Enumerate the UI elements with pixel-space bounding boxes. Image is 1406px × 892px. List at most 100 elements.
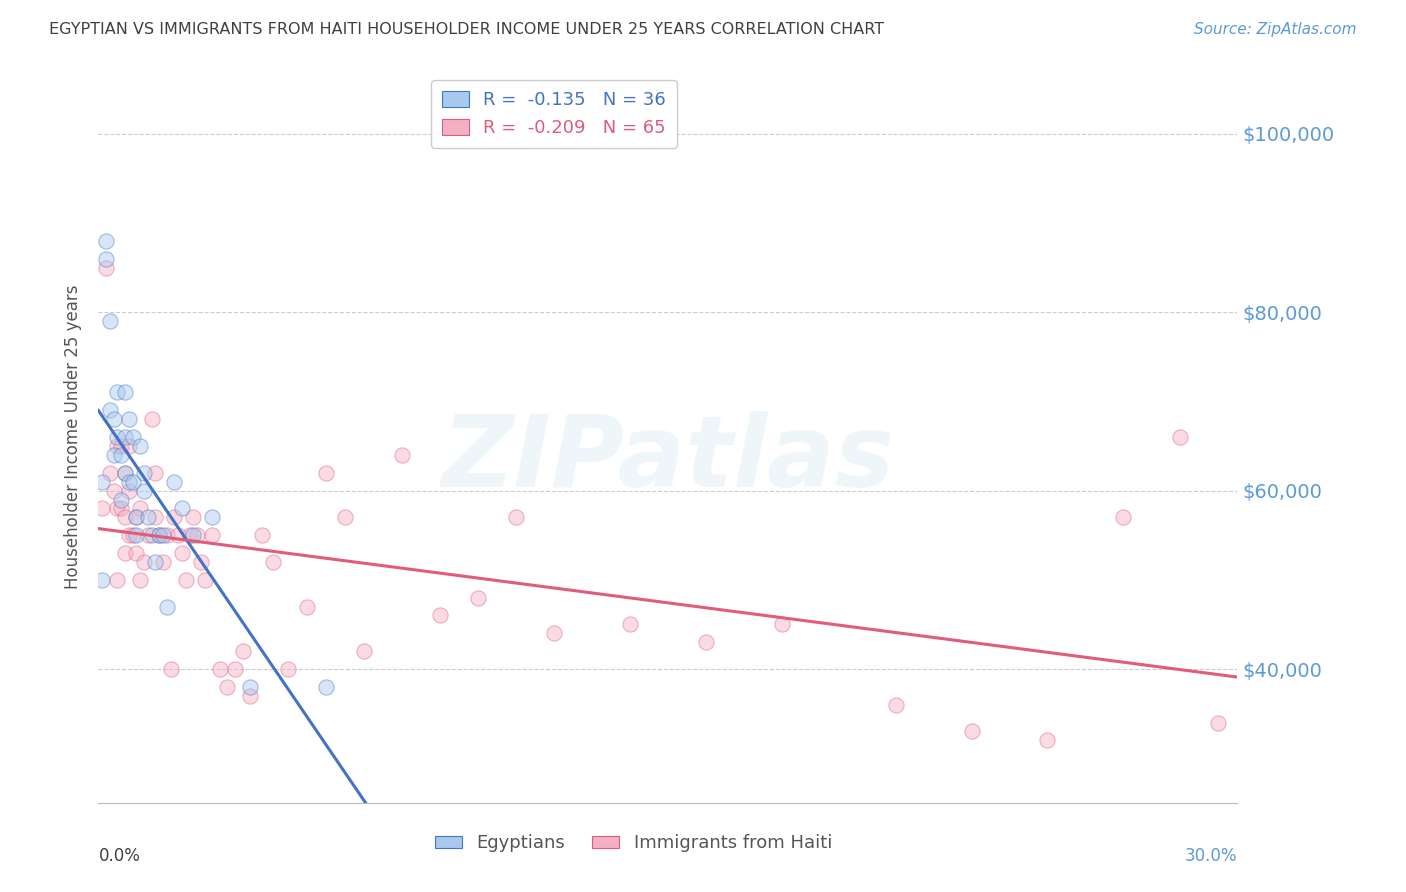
Point: [224, 662, 246, 676]
Point: [1208, 715, 1230, 730]
Point: [121, 528, 143, 542]
Point: [960, 724, 983, 739]
Point: [114, 510, 136, 524]
Point: [141, 528, 163, 542]
Point: [163, 510, 186, 524]
Point: [152, 555, 174, 569]
Point: [239, 689, 262, 703]
Point: [125, 510, 148, 524]
Point: [132, 466, 155, 480]
Point: [136, 510, 159, 524]
Point: [262, 555, 284, 569]
Point: [98, 314, 121, 328]
Point: [129, 439, 152, 453]
Point: [114, 466, 136, 480]
Point: [232, 644, 254, 658]
Point: [884, 698, 907, 712]
Point: [1112, 510, 1135, 524]
Point: [132, 483, 155, 498]
Point: [103, 412, 125, 426]
Legend: Egyptians, Immigrants from Haiti: Egyptians, Immigrants from Haiti: [427, 827, 839, 860]
Point: [121, 475, 143, 489]
Text: 0.0%: 0.0%: [98, 847, 141, 864]
Point: [159, 662, 181, 676]
Point: [91, 573, 114, 587]
Point: [297, 599, 319, 614]
Point: [110, 448, 132, 462]
Point: [190, 555, 212, 569]
Point: [118, 475, 141, 489]
Point: [1036, 733, 1059, 747]
Point: [129, 501, 152, 516]
Point: [152, 528, 174, 542]
Point: [129, 573, 152, 587]
Point: [94, 260, 117, 275]
Point: [170, 546, 193, 560]
Point: [148, 528, 170, 542]
Point: [167, 528, 190, 542]
Text: ZIPatlas: ZIPatlas: [441, 410, 894, 508]
Point: [98, 466, 121, 480]
Point: [353, 644, 375, 658]
Point: [217, 680, 239, 694]
Point: [148, 528, 170, 542]
Point: [277, 662, 299, 676]
Point: [136, 528, 159, 542]
Point: [103, 483, 125, 498]
Point: [114, 430, 136, 444]
Point: [315, 680, 337, 694]
Text: EGYPTIAN VS IMMIGRANTS FROM HAITI HOUSEHOLDER INCOME UNDER 25 YEARS CORRELATION : EGYPTIAN VS IMMIGRANTS FROM HAITI HOUSEH…: [49, 22, 884, 37]
Point: [107, 439, 129, 453]
Point: [114, 546, 136, 560]
Point: [94, 234, 117, 248]
Point: [239, 680, 262, 694]
Point: [1170, 430, 1192, 444]
Point: [141, 412, 163, 426]
Point: [121, 430, 143, 444]
Point: [429, 608, 451, 623]
Point: [156, 599, 179, 614]
Point: [250, 528, 273, 542]
Point: [125, 546, 148, 560]
Point: [505, 510, 527, 524]
Point: [145, 466, 167, 480]
Point: [145, 510, 167, 524]
Text: Source: ZipAtlas.com: Source: ZipAtlas.com: [1194, 22, 1357, 37]
Point: [770, 617, 793, 632]
Point: [125, 528, 148, 542]
Point: [194, 573, 217, 587]
Point: [391, 448, 413, 462]
Point: [170, 501, 193, 516]
Point: [103, 448, 125, 462]
Point: [183, 528, 205, 542]
Point: [98, 403, 121, 417]
Point: [467, 591, 489, 605]
Point: [118, 439, 141, 453]
Point: [107, 430, 129, 444]
Point: [107, 385, 129, 400]
Point: [315, 466, 337, 480]
Point: [114, 466, 136, 480]
Point: [201, 528, 224, 542]
Point: [110, 492, 132, 507]
Point: [335, 510, 357, 524]
Point: [94, 252, 117, 266]
Point: [132, 555, 155, 569]
Point: [183, 510, 205, 524]
Point: [156, 528, 179, 542]
Point: [163, 475, 186, 489]
Y-axis label: Householder Income Under 25 years: Householder Income Under 25 years: [65, 285, 83, 590]
Point: [695, 635, 717, 649]
Point: [91, 501, 114, 516]
Point: [110, 439, 132, 453]
Text: 30.0%: 30.0%: [1185, 847, 1237, 864]
Point: [91, 475, 114, 489]
Point: [107, 573, 129, 587]
Point: [208, 662, 231, 676]
Point: [118, 412, 141, 426]
Point: [543, 626, 565, 640]
Point: [114, 385, 136, 400]
Point: [118, 528, 141, 542]
Point: [118, 483, 141, 498]
Point: [110, 501, 132, 516]
